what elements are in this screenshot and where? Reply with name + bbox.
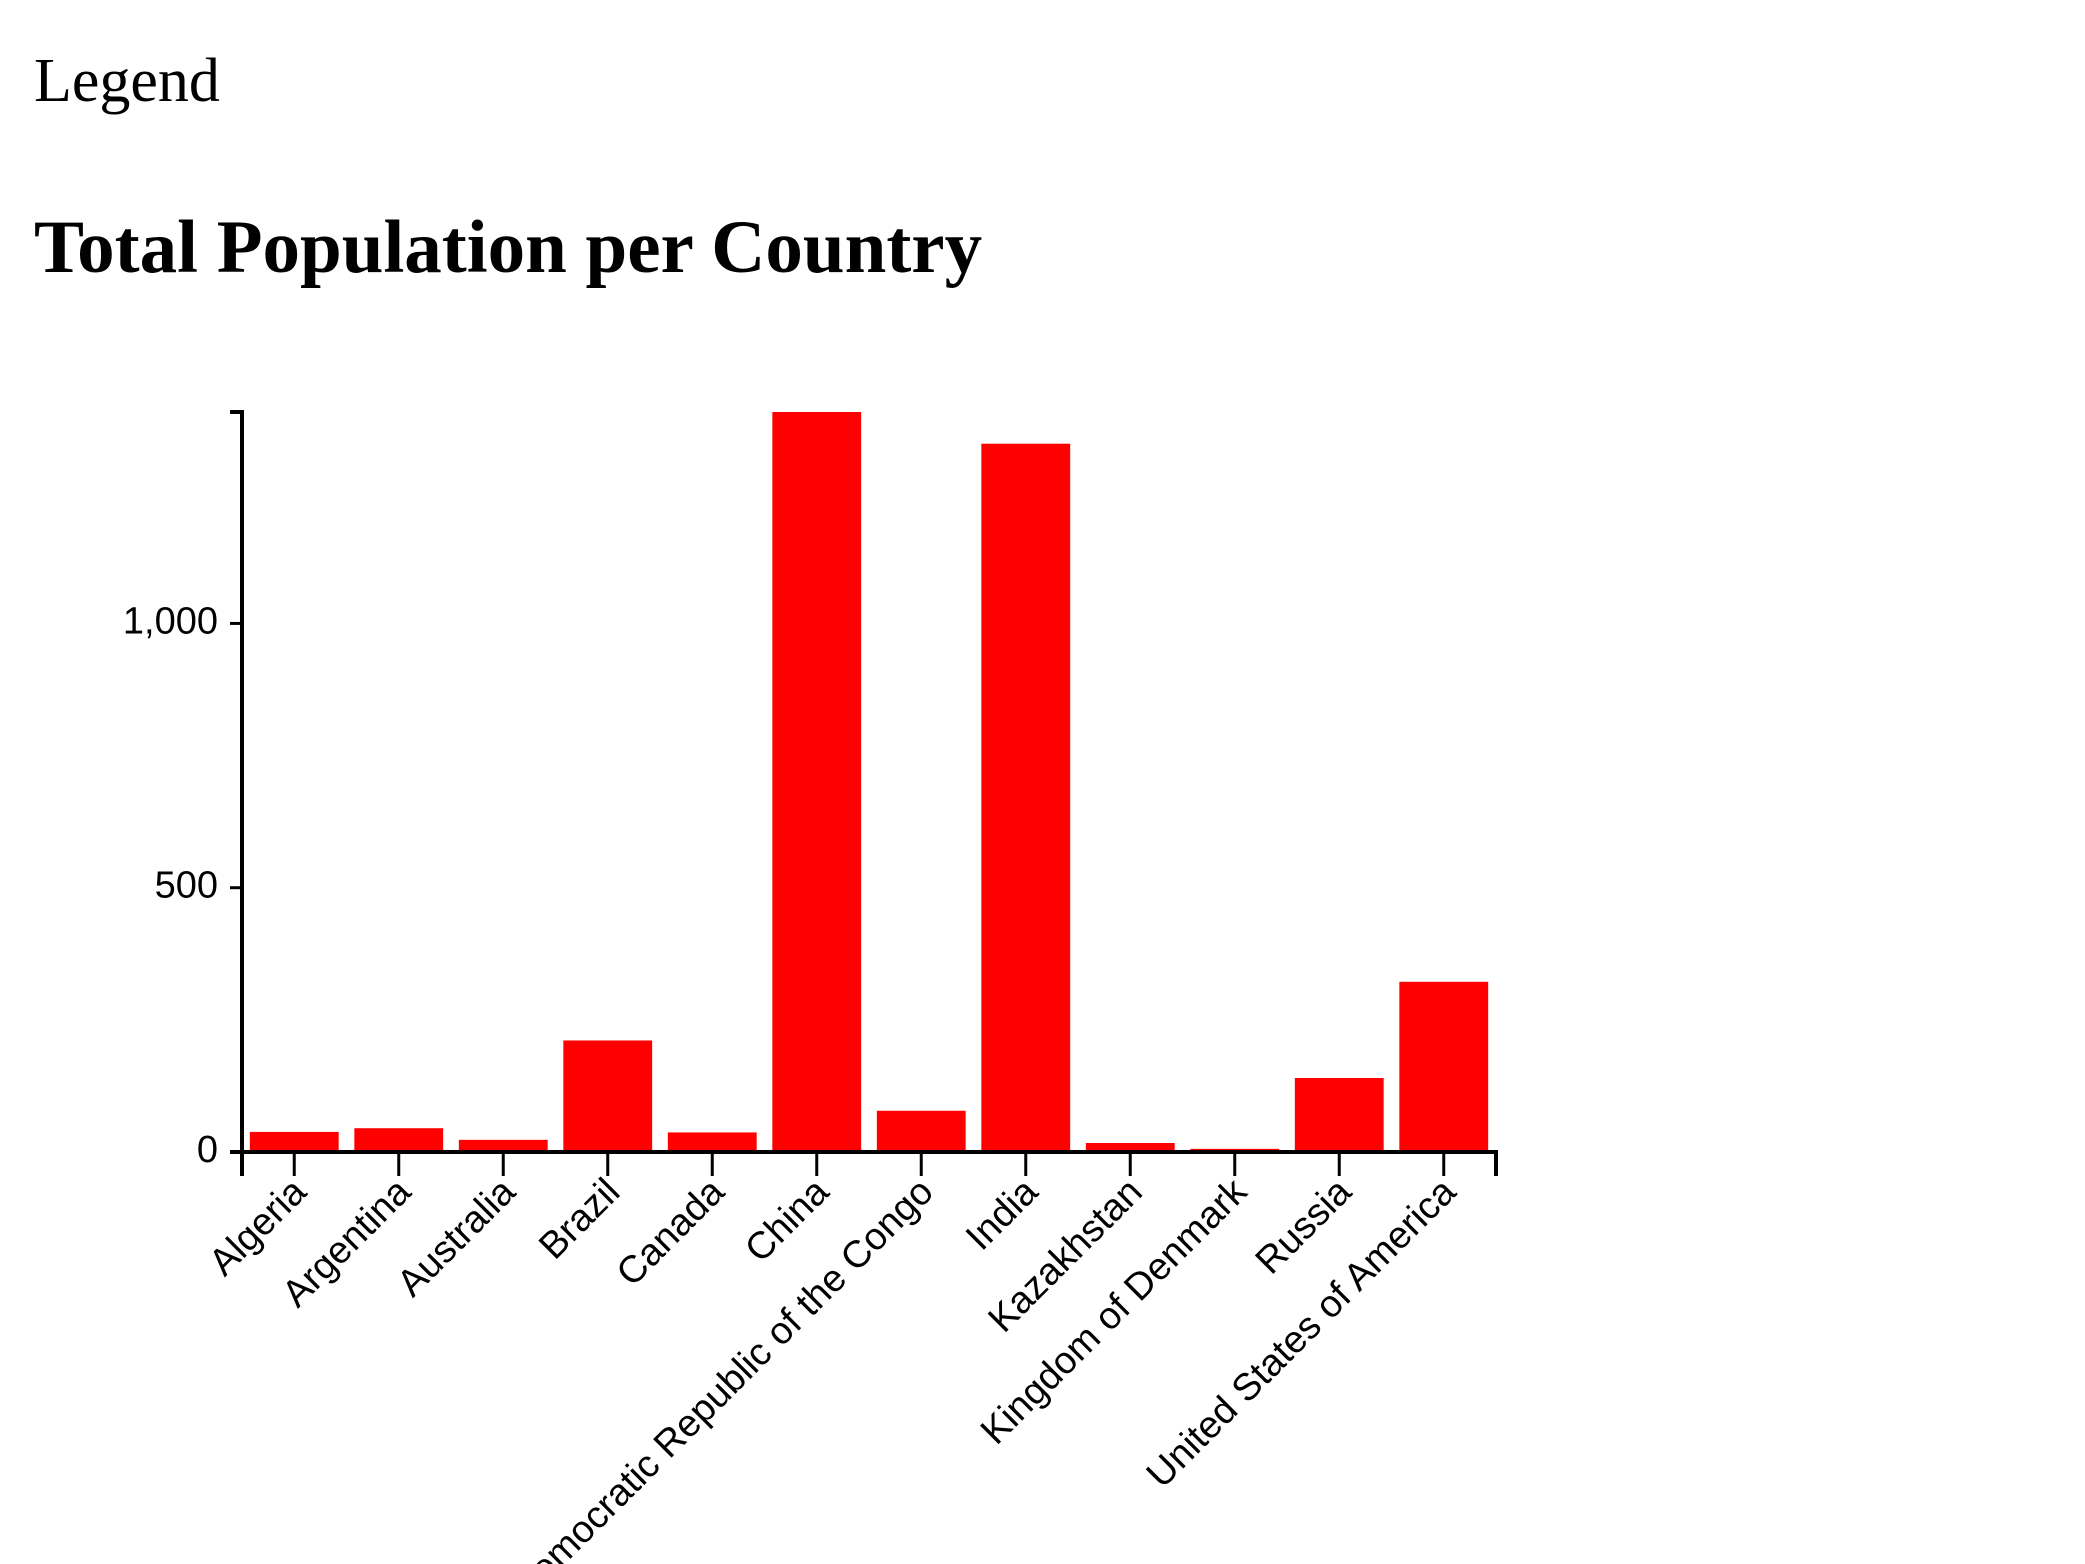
x-axis-line — [240, 1150, 1498, 1176]
x-tick-label: India — [958, 1170, 1047, 1259]
bar — [667, 1132, 757, 1152]
legend-label: Legend — [34, 47, 220, 115]
y-axis: 0 500 1,000 — [123, 410, 244, 1171]
x-tick-label: Canada — [609, 1170, 733, 1294]
bar — [1399, 981, 1489, 1152]
bars-group — [249, 412, 1489, 1153]
bar — [1294, 1078, 1384, 1152]
bar — [981, 443, 1071, 1153]
x-tick-label: China — [737, 1170, 838, 1271]
bar — [458, 1139, 548, 1152]
x-tick-label: Brazil — [531, 1171, 628, 1268]
y-tick-label: 0 — [197, 1129, 218, 1171]
bar — [772, 412, 862, 1152]
bar — [249, 1131, 339, 1152]
x-tick-label: Australia — [389, 1170, 524, 1305]
y-axis-line — [230, 410, 244, 1154]
bar — [876, 1110, 966, 1152]
bar — [563, 1040, 653, 1152]
y-tick-label: 1,000 — [123, 600, 218, 642]
y-tick-label: 500 — [155, 865, 218, 907]
bar — [354, 1128, 444, 1152]
bar — [1085, 1143, 1175, 1152]
chart-title: Total Population per Country — [34, 206, 983, 289]
